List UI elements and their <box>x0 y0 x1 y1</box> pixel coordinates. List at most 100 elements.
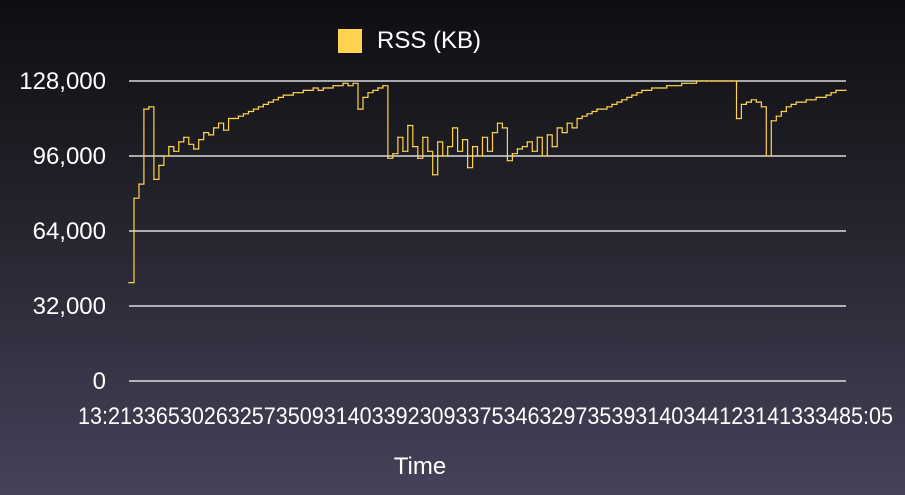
data-point <box>432 174 434 176</box>
data-point <box>551 145 553 148</box>
data-point <box>840 89 842 92</box>
data-point <box>486 150 489 152</box>
data-point <box>242 113 245 115</box>
data-point <box>158 164 160 167</box>
data-point <box>591 110 593 113</box>
data-point <box>397 136 399 138</box>
data-point <box>735 117 738 120</box>
data-point <box>153 178 155 181</box>
data-point <box>342 82 344 85</box>
data-point <box>357 108 359 110</box>
data-point <box>476 155 479 157</box>
series-line-rss <box>129 80 846 284</box>
data-point <box>422 136 424 138</box>
data-point <box>531 150 533 152</box>
y-tick-label: 96,000 <box>33 143 106 170</box>
data-point <box>750 99 753 101</box>
data-point <box>586 113 588 115</box>
data-point <box>805 99 807 101</box>
data-point <box>292 92 294 94</box>
data-point <box>755 101 758 103</box>
legend-swatch <box>338 29 362 53</box>
data-point <box>656 87 658 89</box>
data-point <box>362 96 364 99</box>
data-point <box>745 101 748 103</box>
data-point <box>676 85 678 87</box>
data-point <box>451 127 454 129</box>
data-point <box>506 160 509 162</box>
data-point <box>740 103 743 106</box>
data-point <box>471 145 474 148</box>
data-point <box>631 94 633 96</box>
y-tick-label: 128,000 <box>19 68 106 95</box>
data-point <box>576 117 578 120</box>
data-point <box>128 281 130 284</box>
x-axis-title: Time <box>394 453 446 480</box>
data-point <box>203 131 205 134</box>
data-point <box>417 157 419 159</box>
data-point <box>825 94 827 96</box>
data-point <box>820 96 822 99</box>
data-point <box>671 85 673 87</box>
data-point <box>780 110 782 113</box>
data-point <box>705 80 708 82</box>
data-point <box>601 108 603 110</box>
data-point <box>272 99 275 101</box>
data-point <box>212 127 215 129</box>
data-point <box>571 127 573 129</box>
data-point <box>690 82 693 85</box>
data-point <box>661 87 663 89</box>
data-point <box>770 120 772 122</box>
data-point <box>526 141 528 143</box>
data-point <box>581 115 583 117</box>
data-point <box>481 136 484 138</box>
data-point <box>447 145 449 148</box>
y-axis-tick-labels: 0 32,000 64,000 96,000 128,000 <box>19 68 106 395</box>
data-point <box>546 134 548 136</box>
data-point <box>636 92 638 94</box>
data-point <box>312 87 314 89</box>
data-point <box>725 80 728 82</box>
data-point <box>367 92 369 94</box>
data-point <box>133 197 135 199</box>
data-point <box>307 89 309 92</box>
data-point <box>282 94 285 96</box>
data-point <box>641 89 643 92</box>
data-point <box>626 96 628 99</box>
data-point <box>372 89 374 92</box>
data-point <box>835 89 837 92</box>
data-point <box>217 122 220 124</box>
data-point <box>407 124 409 127</box>
data-point <box>257 106 260 108</box>
data-point <box>227 117 230 120</box>
data-point <box>596 108 598 110</box>
data-point <box>247 110 250 113</box>
data-point <box>800 101 802 103</box>
data-point <box>720 80 723 82</box>
data-point <box>621 99 623 101</box>
data-point <box>297 92 299 94</box>
data-point <box>442 155 444 157</box>
data-point <box>710 80 713 82</box>
data-point <box>208 134 210 136</box>
data-point <box>188 143 190 145</box>
data-point <box>611 103 613 106</box>
data-point <box>785 106 787 108</box>
data-point <box>402 150 404 152</box>
data-point <box>352 82 354 85</box>
data-point <box>681 82 683 85</box>
data-point <box>287 94 289 96</box>
data-point <box>666 85 668 87</box>
data-point <box>277 96 280 99</box>
data-point <box>651 87 653 89</box>
data-point <box>232 117 235 120</box>
data-point <box>646 89 648 92</box>
gridlines <box>129 80 846 382</box>
y-tick-label: 64,000 <box>33 218 106 245</box>
data-point <box>686 82 688 85</box>
data-point <box>148 106 150 108</box>
data-point <box>387 157 389 159</box>
y-tick-label: 32,000 <box>33 293 106 320</box>
data-point <box>322 87 324 89</box>
data-point <box>496 122 499 124</box>
